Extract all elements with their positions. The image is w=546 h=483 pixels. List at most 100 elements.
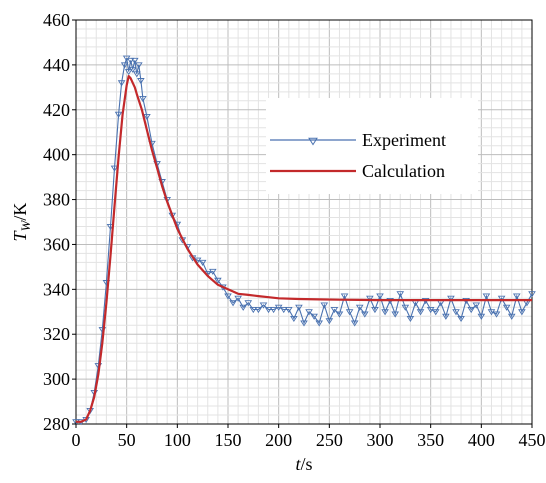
data-point-experiment: [401, 304, 410, 311]
data-point-experiment: [457, 315, 465, 323]
data-point-experiment: [295, 304, 303, 311]
x-tick-label: 450: [519, 430, 546, 450]
data-point-experiment: [345, 309, 354, 316]
data-point-experiment: [381, 309, 389, 316]
y-tick-label: 440: [43, 55, 70, 75]
legend-item-experiment: Experiment: [270, 130, 446, 150]
data-point-experiment: [198, 259, 207, 266]
data-point-experiment: [224, 293, 232, 300]
data-point-experiment: [120, 62, 129, 69]
data-point-experiment: [274, 304, 283, 311]
data-point-experiment: [249, 306, 258, 314]
series-layer: [72, 55, 536, 426]
data-point-experiment: [214, 277, 222, 284]
data-point-experiment: [355, 304, 364, 311]
data-point-experiment: [492, 311, 501, 318]
data-point-experiment: [117, 80, 126, 87]
data-point-experiment: [259, 302, 268, 309]
data-point-experiment: [431, 309, 440, 316]
y-tick-label: 380: [43, 190, 70, 210]
x-axis-title: t/s: [295, 454, 312, 474]
data-point-experiment: [234, 295, 242, 302]
data-point-experiment: [114, 111, 123, 118]
data-point-experiment: [254, 306, 263, 314]
data-point-experiment: [467, 306, 476, 314]
legend-label-experiment: Experiment: [362, 130, 446, 150]
data-point-experiment: [518, 309, 526, 316]
data-point-experiment: [264, 306, 273, 314]
data-point-experiment: [477, 313, 486, 320]
data-point-experiment: [472, 302, 481, 309]
series-line-calculation: [76, 75, 532, 423]
legend-label-calculation: Calculation: [362, 161, 445, 181]
y-tick-label: 460: [43, 10, 70, 30]
data-point-experiment: [502, 304, 511, 311]
data-point-experiment: [290, 315, 298, 323]
data-point-experiment: [284, 306, 293, 314]
data-point-experiment: [300, 320, 308, 327]
data-point-experiment: [126, 57, 135, 64]
data-point-experiment: [497, 295, 506, 302]
plot-frame: [75, 19, 533, 425]
data-point-experiment: [452, 309, 460, 316]
data-point-experiment: [528, 291, 536, 298]
data-point-experiment: [208, 268, 217, 275]
x-tick-label: 100: [164, 430, 191, 450]
data-point-experiment: [124, 69, 133, 76]
x-tick-label: 350: [417, 430, 444, 450]
data-point-experiment: [269, 306, 278, 314]
data-point-experiment: [360, 311, 369, 318]
data-point-experiment: [244, 300, 253, 307]
data-point-experiment: [366, 295, 374, 302]
data-point-experiment: [139, 96, 147, 103]
x-tick-label: 250: [316, 430, 343, 450]
data-point-experiment: [325, 318, 334, 325]
tick-labels: 0 50 100 150 200 250 300 350 400 450 280 300 320 340 3…: [43, 10, 546, 450]
y-tick-label: 280: [43, 414, 70, 434]
data-point-experiment: [320, 302, 329, 309]
data-point-experiment: [376, 293, 384, 300]
data-point-experiment: [310, 313, 318, 320]
data-point-experiment: [371, 306, 379, 314]
y-tick-label: 360: [43, 234, 70, 254]
legend-marker-triangle-down-icon: [308, 137, 318, 146]
data-point-experiment: [315, 320, 324, 327]
data-point-experiment: [335, 311, 344, 318]
data-point-experiment: [137, 78, 145, 85]
series-line-experiment: [76, 58, 533, 423]
x-tick-label: 400: [468, 430, 495, 450]
data-point-experiment: [350, 320, 359, 327]
y-axis-title: TW/K: [10, 203, 33, 242]
data-point-experiment: [135, 62, 143, 69]
data-point-experiment: [406, 315, 415, 323]
data-point-experiment: [396, 291, 405, 298]
data-point-experiment: [512, 293, 521, 300]
data-point-experiment: [128, 66, 137, 73]
data-point-experiment: [239, 304, 248, 311]
data-point-experiment: [143, 113, 151, 121]
data-point-experiment: [507, 313, 516, 320]
x-tick-label: 200: [265, 430, 292, 450]
grid: [75, 19, 533, 425]
y-tick-label: 420: [43, 100, 70, 120]
data-point-experiment: [447, 295, 455, 302]
data-point-experiment: [229, 300, 237, 307]
legend-background: [266, 98, 478, 194]
legend-item-calculation: Calculation: [270, 161, 445, 181]
legend: Experiment Calculation: [266, 98, 478, 194]
data-point-experiment: [279, 306, 288, 314]
data-point-experiment: [330, 306, 339, 314]
data-point-experiment: [416, 309, 425, 316]
y-tick-label: 340: [43, 279, 70, 299]
y-tick-label: 320: [43, 324, 70, 344]
x-tick-label: 50: [118, 430, 136, 450]
data-point-experiment: [487, 309, 496, 316]
data-point-experiment: [482, 293, 491, 300]
x-tick-label: 150: [215, 430, 242, 450]
x-tick-label: 0: [72, 430, 81, 450]
data-point-experiment: [442, 313, 450, 320]
data-point-experiment: [305, 309, 313, 316]
data-point-experiment: [340, 293, 349, 300]
